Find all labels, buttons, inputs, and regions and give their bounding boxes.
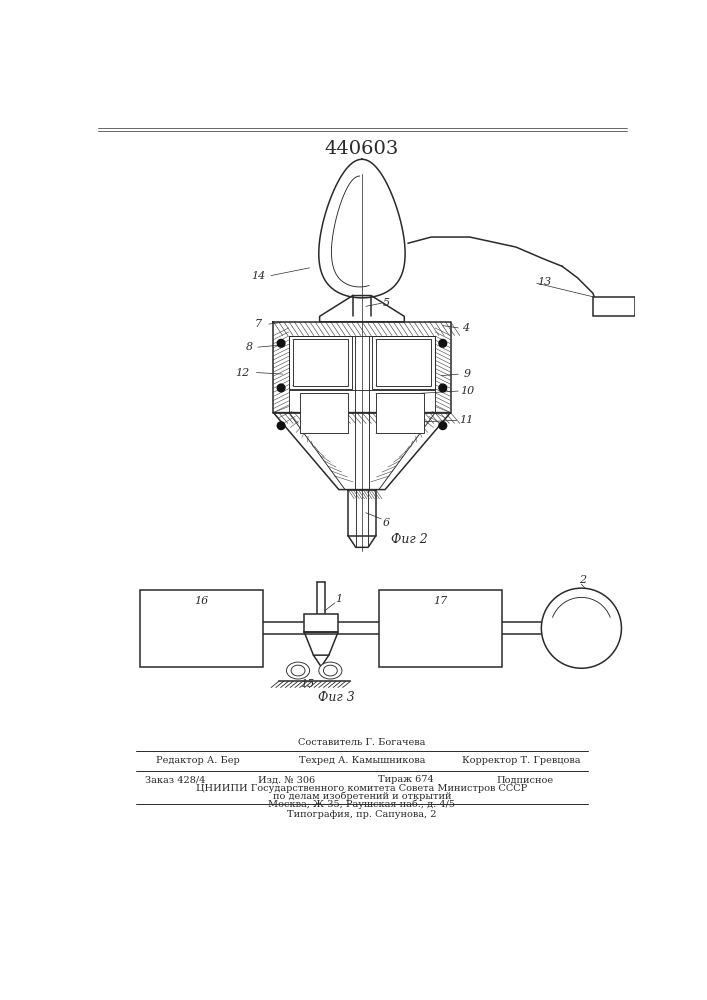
Text: Фиг 2: Фиг 2 [391,533,428,546]
Text: 7: 7 [255,319,262,329]
Text: 4: 4 [462,323,469,333]
Text: 5: 5 [383,298,390,308]
Text: 14: 14 [251,271,265,281]
Text: Подписное: Подписное [496,775,554,784]
Text: 10: 10 [460,386,474,396]
Text: 2: 2 [579,575,587,585]
Bar [300,393,348,433]
Text: Заказ 428/4: Заказ 428/4 [145,775,205,784]
Bar [288,336,352,389]
Text: Изд. № 306: Изд. № 306 [258,775,315,784]
Text: Фиг 3: Фиг 3 [318,691,355,704]
Bar [376,339,431,386]
Text: Редактор А. Бер: Редактор А. Бер [156,756,240,765]
Ellipse shape [286,662,310,679]
Circle shape [542,588,621,668]
Text: 6: 6 [383,518,390,528]
Text: Техред А. Камышникова: Техред А. Камышникова [299,756,425,765]
Circle shape [439,339,447,347]
Circle shape [439,384,447,392]
Text: 1: 1 [335,594,342,604]
Text: 15: 15 [300,679,315,689]
Circle shape [439,422,447,430]
Circle shape [277,422,285,430]
Text: Составитель Г. Богачева: Составитель Г. Богачева [298,738,426,747]
Text: 12: 12 [235,368,250,378]
Text: 11: 11 [459,415,473,425]
Text: 9: 9 [464,369,471,379]
Bar [379,590,502,667]
Bar [376,393,423,433]
Text: 13: 13 [537,277,551,287]
Text: Тираж 674: Тираж 674 [378,775,433,784]
Circle shape [277,384,285,392]
Text: ЦНИИПИ Государственного комитета Совета Министров СССР: ЦНИИПИ Государственного комитета Совета … [197,784,527,793]
Ellipse shape [319,662,342,679]
Text: Москва, Ж-35, Раушская наб., д. 4/5: Москва, Ж-35, Раушская наб., д. 4/5 [269,799,455,809]
Bar [293,339,348,386]
Text: по делам изобретений и открытий: по делам изобретений и открытий [273,791,451,801]
Bar [593,297,636,316]
Circle shape [277,339,285,347]
Bar [372,336,435,389]
Text: 8: 8 [246,342,253,352]
Text: Типография, пр. Сапунова, 2: Типография, пр. Сапунова, 2 [287,810,437,819]
Text: Корректор Т. Гревцова: Корректор Т. Гревцова [462,756,580,765]
Bar [304,614,338,632]
Text: 16: 16 [194,596,209,606]
Text: 17: 17 [433,596,448,606]
Text: 440603: 440603 [325,140,399,158]
Bar [140,590,264,667]
